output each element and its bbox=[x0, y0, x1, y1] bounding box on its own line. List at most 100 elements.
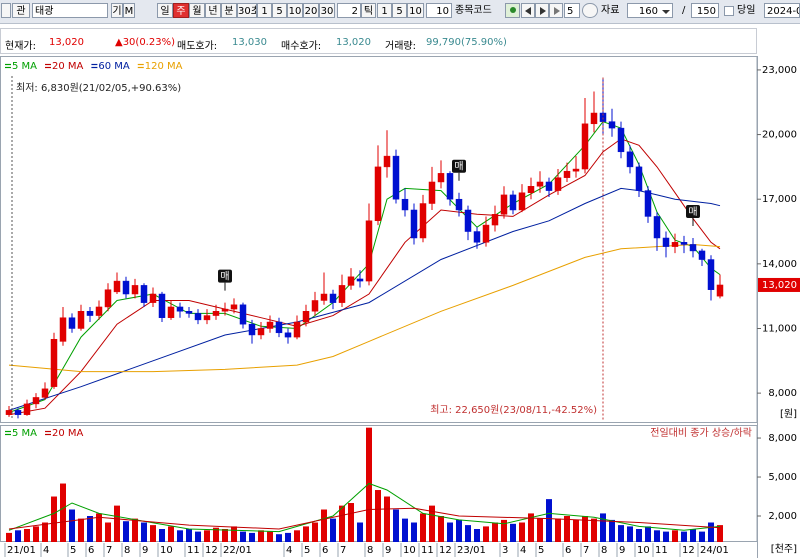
legend-label: 5 MA bbox=[12, 428, 37, 439]
minute-button[interactable]: 1 bbox=[257, 3, 272, 18]
end-button[interactable] bbox=[549, 3, 563, 18]
candle-body bbox=[401, 198, 409, 211]
candle-body bbox=[239, 304, 247, 325]
end-icon bbox=[554, 7, 560, 15]
candle-body bbox=[185, 311, 193, 314]
candle-body bbox=[257, 328, 265, 336]
tick-step-button[interactable]: 1 bbox=[377, 3, 392, 18]
candle-body bbox=[608, 121, 616, 129]
volume-bar bbox=[528, 513, 534, 542]
stock-name-input[interactable]: 태광 bbox=[32, 3, 108, 18]
refresh-button[interactable] bbox=[505, 3, 520, 18]
period-button[interactable]: 주 bbox=[173, 3, 189, 18]
volume-bar bbox=[87, 516, 93, 542]
x-tick-label: 5 bbox=[304, 545, 310, 556]
volume-bar bbox=[609, 519, 615, 542]
y-tick-label: 20,000 bbox=[762, 130, 797, 141]
tick-input[interactable]: 10 bbox=[426, 3, 452, 18]
volume-bar bbox=[15, 530, 21, 542]
volume-bar bbox=[240, 531, 246, 542]
count-select[interactable]: 160 bbox=[627, 3, 673, 18]
step-input[interactable]: 5 bbox=[564, 3, 580, 18]
volume-bar bbox=[276, 534, 282, 542]
x-tick-label: 6 bbox=[322, 545, 328, 556]
candle-body bbox=[464, 209, 472, 232]
volume-bar bbox=[645, 526, 651, 542]
period-button[interactable]: 분 bbox=[221, 3, 237, 18]
volume-bar bbox=[519, 522, 525, 542]
volume-bar bbox=[51, 496, 57, 542]
period-button[interactable]: 30초 bbox=[237, 3, 257, 18]
minute-button[interactable]: 5 bbox=[272, 3, 287, 18]
candle-body bbox=[221, 308, 229, 312]
tick-step-button[interactable]: 5 bbox=[392, 3, 407, 18]
menu-icon[interactable] bbox=[1, 3, 11, 18]
x-tick-label: 23/01 bbox=[457, 545, 486, 556]
mode-button[interactable]: 기 bbox=[111, 3, 123, 18]
candle-body bbox=[653, 216, 661, 239]
legend-label: 5 MA bbox=[12, 61, 37, 72]
legend-label: 60 MA bbox=[98, 61, 130, 72]
x-tick-label: 10 bbox=[403, 545, 416, 556]
candle-body bbox=[590, 112, 598, 125]
toolbar: 관 태광 기 M 일 주 월 년 분 30초 1 5 10 20 30 2 틱 … bbox=[0, 0, 800, 24]
period-button[interactable]: 월 bbox=[189, 3, 205, 18]
volume-bar bbox=[366, 427, 372, 542]
moving-average bbox=[8, 187, 721, 411]
candle-body bbox=[32, 397, 40, 405]
count-total-input[interactable]: 150 bbox=[691, 3, 719, 18]
prev-button[interactable] bbox=[521, 3, 535, 18]
volume-bar bbox=[123, 521, 129, 542]
tick-button[interactable]: 틱 bbox=[361, 3, 376, 18]
signal-label: 매 bbox=[454, 161, 463, 173]
next-button[interactable] bbox=[535, 3, 549, 18]
code-tab[interactable]: 관 bbox=[12, 3, 30, 18]
today-checkbox[interactable] bbox=[724, 6, 734, 16]
candle-body bbox=[419, 203, 427, 239]
y-unit: [원] bbox=[780, 408, 797, 420]
x-tick-label: 12 bbox=[205, 545, 218, 556]
candle-body bbox=[293, 321, 301, 338]
period-button[interactable]: 일 bbox=[157, 3, 173, 18]
code-label: 종목코드 bbox=[455, 5, 492, 16]
candle-body bbox=[707, 259, 715, 290]
volume-bar bbox=[222, 529, 228, 542]
volume-bar bbox=[6, 532, 12, 542]
mode-button[interactable]: M bbox=[123, 3, 135, 18]
signal-label: 매 bbox=[688, 206, 697, 218]
volume-bar bbox=[204, 530, 210, 542]
refresh-icon bbox=[510, 7, 516, 13]
minute-button[interactable]: 30 bbox=[319, 3, 335, 18]
volume-bar bbox=[249, 532, 255, 542]
candle-body bbox=[392, 155, 400, 200]
x-axis-band bbox=[0, 542, 757, 558]
volume-bar bbox=[177, 530, 183, 542]
volume-bar bbox=[654, 530, 660, 542]
candle-body bbox=[338, 285, 346, 303]
next-icon bbox=[540, 7, 546, 15]
minute-button[interactable]: 10 bbox=[287, 3, 303, 18]
candle-body bbox=[437, 173, 445, 183]
candle-body bbox=[203, 315, 211, 321]
clock-button[interactable] bbox=[582, 3, 598, 18]
candle-body bbox=[158, 293, 166, 318]
minute-button[interactable]: 20 bbox=[303, 3, 319, 18]
x-tick-label: 4 bbox=[286, 545, 292, 556]
date-input[interactable]: 2024-0 bbox=[764, 3, 800, 18]
tick-count-input[interactable]: 2 bbox=[337, 3, 361, 18]
volume-bar bbox=[492, 522, 498, 542]
candle-body bbox=[14, 410, 22, 415]
candle-body bbox=[59, 317, 67, 342]
volume-bar bbox=[114, 505, 120, 542]
tick-step-button[interactable]: 10 bbox=[407, 3, 424, 18]
volume-bar bbox=[510, 523, 516, 542]
price-label: 현재가: bbox=[5, 41, 36, 52]
period-button[interactable]: 년 bbox=[205, 3, 221, 18]
volume-bar bbox=[195, 531, 201, 542]
candle-body bbox=[662, 237, 670, 247]
legend-label: 20 MA bbox=[52, 61, 84, 72]
volume-bar bbox=[618, 525, 624, 542]
candle-body bbox=[167, 306, 175, 318]
candle-body bbox=[266, 321, 274, 329]
